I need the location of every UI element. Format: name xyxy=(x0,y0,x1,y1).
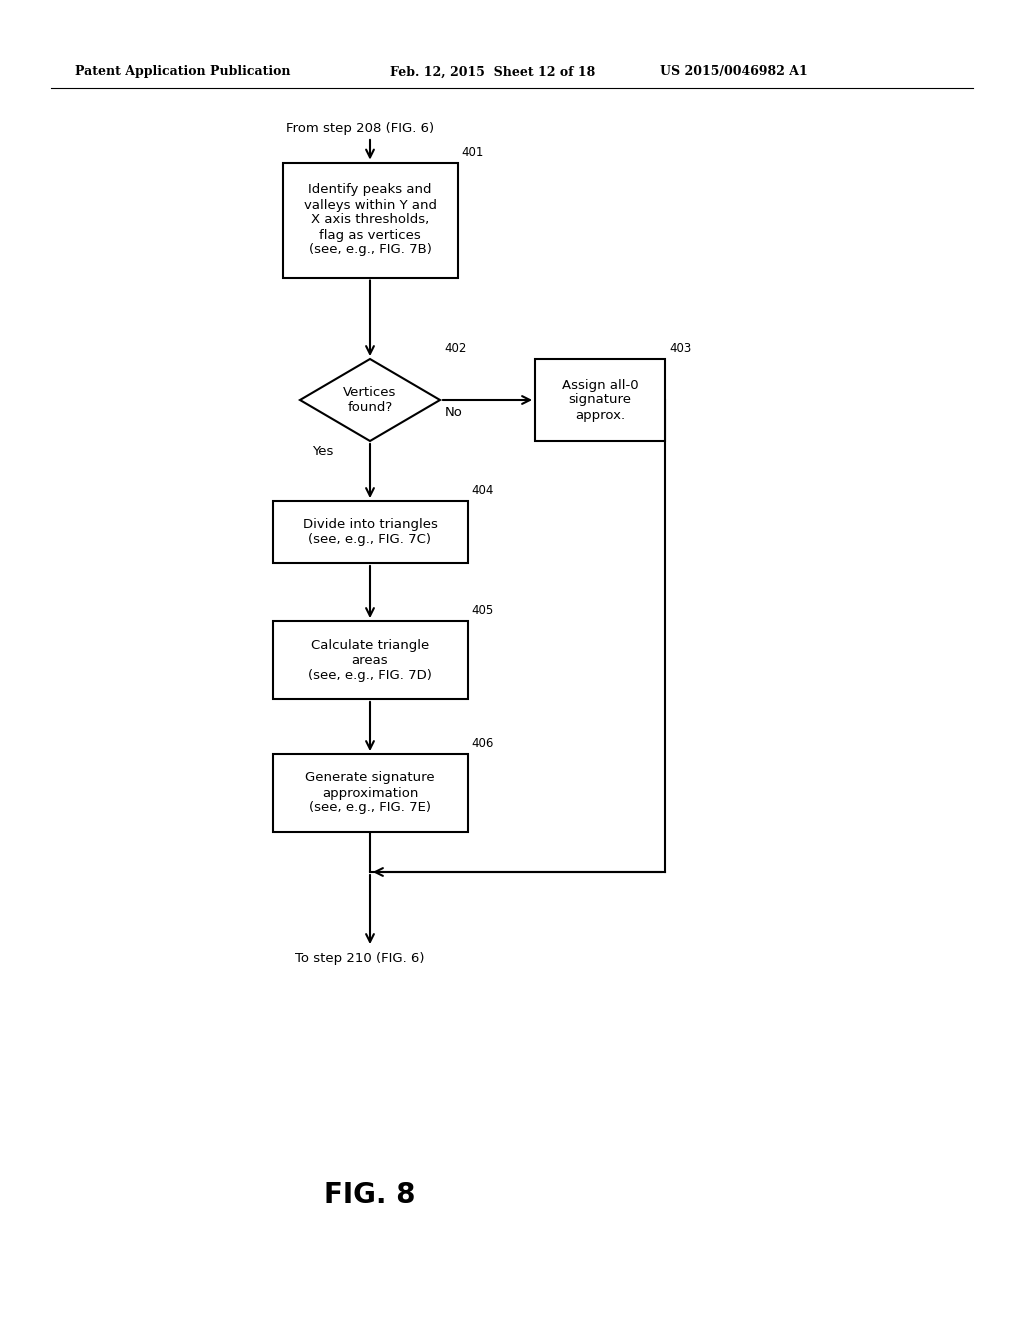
Bar xyxy=(283,162,458,277)
Text: Assign all-0
signature
approx.: Assign all-0 signature approx. xyxy=(562,379,638,421)
Text: Calculate triangle
areas
(see, e.g., FIG. 7D): Calculate triangle areas (see, e.g., FIG… xyxy=(308,639,432,681)
Text: FIG. 8: FIG. 8 xyxy=(325,1181,416,1209)
Text: Divide into triangles
(see, e.g., FIG. 7C): Divide into triangles (see, e.g., FIG. 7… xyxy=(302,517,437,546)
Text: US 2015/0046982 A1: US 2015/0046982 A1 xyxy=(660,66,808,78)
Bar xyxy=(272,620,468,700)
Text: 405: 405 xyxy=(471,605,494,616)
Text: Patent Application Publication: Patent Application Publication xyxy=(75,66,291,78)
Polygon shape xyxy=(300,359,440,441)
Bar xyxy=(535,359,665,441)
Text: No: No xyxy=(445,407,463,418)
Text: 406: 406 xyxy=(471,737,494,750)
Text: Yes: Yes xyxy=(312,445,334,458)
Text: 403: 403 xyxy=(669,342,691,355)
Bar xyxy=(272,502,468,564)
Bar xyxy=(272,754,468,832)
Text: From step 208 (FIG. 6): From step 208 (FIG. 6) xyxy=(286,121,434,135)
Text: Feb. 12, 2015  Sheet 12 of 18: Feb. 12, 2015 Sheet 12 of 18 xyxy=(390,66,595,78)
Text: 402: 402 xyxy=(444,342,466,355)
Text: Identify peaks and
valleys within Y and
X axis thresholds,
flag as vertices
(see: Identify peaks and valleys within Y and … xyxy=(303,183,436,256)
Text: 404: 404 xyxy=(471,484,494,498)
Text: 401: 401 xyxy=(462,145,484,158)
Text: Vertices
found?: Vertices found? xyxy=(343,385,396,414)
Text: Generate signature
approximation
(see, e.g., FIG. 7E): Generate signature approximation (see, e… xyxy=(305,771,435,814)
Text: To step 210 (FIG. 6): To step 210 (FIG. 6) xyxy=(295,952,425,965)
